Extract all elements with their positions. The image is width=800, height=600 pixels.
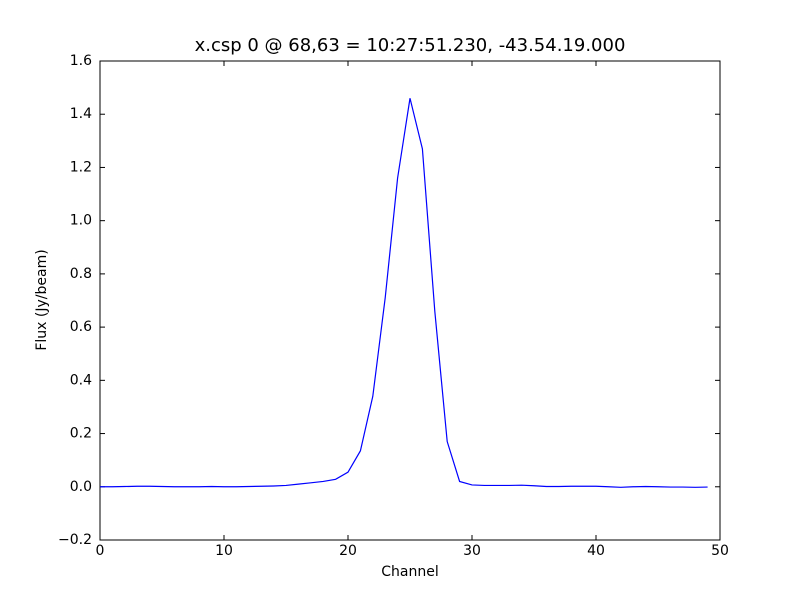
y-axis-label: Flux (Jy/beam) <box>34 249 50 350</box>
y-tick-label: 0.6 <box>70 319 92 335</box>
x-tick-label: 0 <box>96 543 105 559</box>
y-tick-label: 0.2 <box>70 426 92 442</box>
x-tick-label: 20 <box>339 543 357 559</box>
y-tick-label: 1.6 <box>70 53 92 69</box>
y-tick-label: 1.0 <box>70 213 92 229</box>
x-tick-label: 40 <box>587 543 605 559</box>
y-tick-label: 0.8 <box>70 266 92 282</box>
x-tick-label: 30 <box>463 543 481 559</box>
x-tick-label: 10 <box>215 543 233 559</box>
y-tick-label: 0.4 <box>70 372 92 388</box>
y-tick-label: −0.2 <box>58 532 92 548</box>
y-tick-label: 0.0 <box>70 479 92 495</box>
plot-frame <box>99 60 721 541</box>
data-line <box>100 98 708 488</box>
chart-title: x.csp 0 @ 68,63 = 10:27:51.230, -43.54.1… <box>195 35 626 56</box>
x-axis-label: Channel <box>381 564 438 580</box>
y-tick-label: 1.2 <box>70 159 92 175</box>
y-tick-label: 1.4 <box>70 106 92 122</box>
x-tick-label: 50 <box>711 543 729 559</box>
